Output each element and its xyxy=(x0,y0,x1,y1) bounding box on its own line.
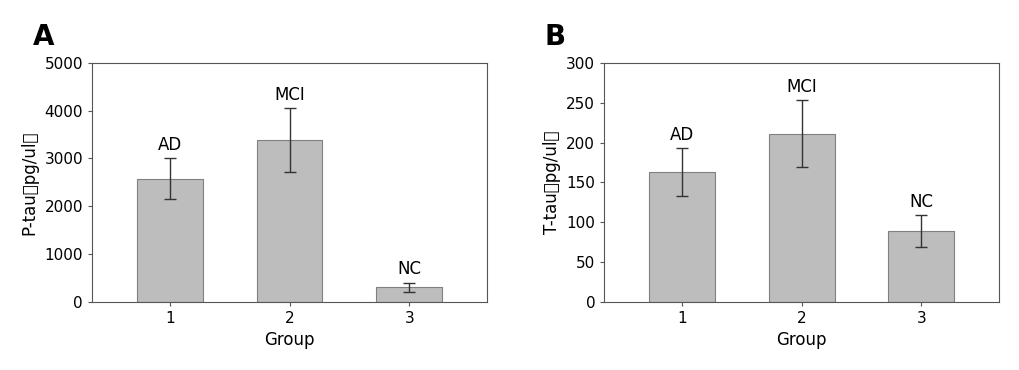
Bar xyxy=(376,287,441,302)
Text: NC: NC xyxy=(909,193,932,211)
X-axis label: Group: Group xyxy=(264,331,315,349)
Y-axis label: P-tau（pg/ul）: P-tau（pg/ul） xyxy=(20,130,39,235)
Text: B: B xyxy=(544,23,566,51)
Bar xyxy=(257,140,322,302)
X-axis label: Group: Group xyxy=(775,331,826,349)
Text: MCI: MCI xyxy=(274,86,305,104)
Text: NC: NC xyxy=(396,260,421,278)
Bar xyxy=(888,231,954,302)
Text: AD: AD xyxy=(158,136,181,154)
Bar xyxy=(648,172,714,302)
Bar xyxy=(137,178,203,302)
Text: AD: AD xyxy=(669,126,693,144)
Text: A: A xyxy=(33,23,54,51)
Y-axis label: T-tau（pg/ul）: T-tau（pg/ul） xyxy=(542,131,560,234)
Bar xyxy=(768,134,834,302)
Text: MCI: MCI xyxy=(786,78,816,96)
